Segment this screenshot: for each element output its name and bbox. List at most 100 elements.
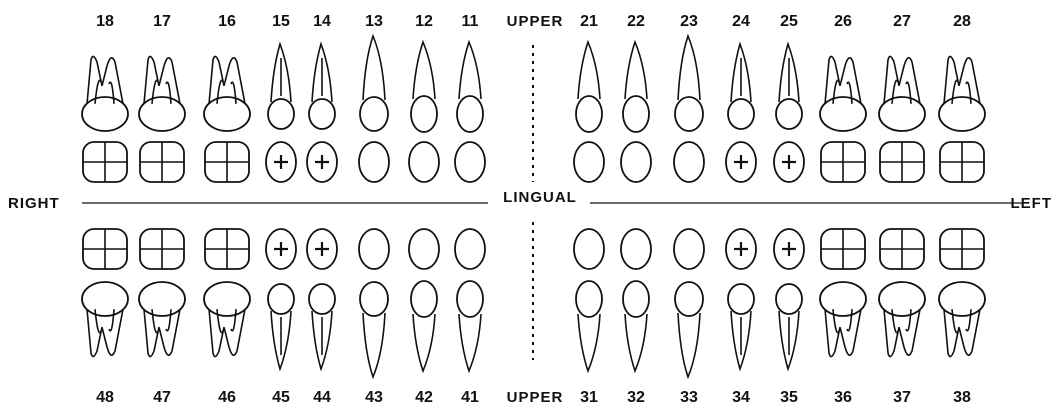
tooth-27-crown <box>878 96 926 132</box>
tooth-37-roots <box>883 309 921 358</box>
tooth-15-root <box>270 41 292 103</box>
tooth-24-root <box>730 41 752 103</box>
tooth-34-root <box>730 310 752 372</box>
tooth-number-36: 36 <box>834 389 852 406</box>
lower-tooth-36: 36 <box>819 228 867 406</box>
lower-tooth-33: 33 <box>673 228 705 406</box>
upper-tooth-14: 14 <box>306 13 338 183</box>
tooth-31-occlusal <box>573 228 605 270</box>
tooth-21-crown <box>575 95 603 133</box>
tooth-47-roots <box>143 309 181 358</box>
upper-tooth-24: 24 <box>725 13 757 183</box>
lower-tooth-31: 31 <box>573 228 605 406</box>
upper-tooth-25: 25 <box>773 13 805 183</box>
tooth-number-41: 41 <box>461 389 479 406</box>
tooth-31-crown <box>575 280 603 318</box>
tooth-14-crown <box>308 98 336 130</box>
tooth-36-root-canals <box>832 309 853 334</box>
tooth-number-24: 24 <box>732 13 750 30</box>
tooth-38-crown <box>938 281 986 317</box>
tooth-number-35: 35 <box>780 389 798 406</box>
lower-tooth-43: 43 <box>358 228 390 406</box>
tooth-32-root <box>624 313 648 374</box>
lingual-label: LINGUAL <box>503 189 577 206</box>
tooth-26-root-canals <box>832 79 853 104</box>
tooth-46-root-canals <box>216 309 237 334</box>
tooth-number-47: 47 <box>153 389 171 406</box>
tooth-33-crown <box>674 281 704 317</box>
tooth-45-root <box>270 310 292 372</box>
upper-label-top: UPPER <box>507 13 564 30</box>
upper-tooth-17: 17 <box>138 13 186 183</box>
tooth-43-crown <box>359 281 389 317</box>
tooth-33-occlusal <box>673 228 705 270</box>
tooth-16-crown <box>203 96 251 132</box>
tooth-31-root <box>577 313 601 374</box>
tooth-35-root <box>778 310 800 372</box>
upper-tooth-27: 27 <box>878 13 926 183</box>
tooth-23-crown <box>674 96 704 132</box>
tooth-number-22: 22 <box>627 13 645 30</box>
tooth-47-crown <box>138 281 186 317</box>
tooth-41-crown <box>456 280 484 318</box>
tooth-11-root <box>458 39 482 100</box>
tooth-28-crown <box>938 96 986 132</box>
tooth-21-occlusal <box>573 141 605 183</box>
tooth-33-root <box>677 312 701 380</box>
tooth-number-32: 32 <box>627 389 645 406</box>
tooth-22-occlusal <box>620 141 652 183</box>
tooth-32-crown <box>622 280 650 318</box>
upper-tooth-28: 28 <box>938 13 986 183</box>
upper-tooth-18: 18 <box>81 13 129 183</box>
tooth-14-root <box>311 41 333 103</box>
tooth-12-crown <box>410 95 438 133</box>
tooth-26-crown <box>819 96 867 132</box>
upper-tooth-22: 22 <box>620 13 652 183</box>
tooth-number-45: 45 <box>272 389 290 406</box>
lower-tooth-37: 37 <box>878 228 926 406</box>
lower-tooth-44: 44 <box>306 228 338 406</box>
tooth-26-roots <box>824 55 862 104</box>
tooth-number-37: 37 <box>893 389 911 406</box>
tooth-number-16: 16 <box>218 13 236 30</box>
tooth-28-root-canals <box>951 79 972 104</box>
tooth-45-crown <box>267 283 295 315</box>
tooth-48-roots <box>86 309 124 358</box>
tooth-16-root-canals <box>216 79 237 104</box>
tooth-42-root <box>412 313 436 374</box>
tooth-42-crown <box>410 280 438 318</box>
tooth-13-occlusal <box>358 141 390 183</box>
tooth-47-root-canals <box>151 309 172 334</box>
tooth-number-43: 43 <box>365 389 383 406</box>
tooth-27-roots <box>883 55 921 104</box>
tooth-number-38: 38 <box>953 389 971 406</box>
tooth-number-48: 48 <box>96 389 114 406</box>
upper-tooth-26: 26 <box>819 13 867 183</box>
tooth-16-roots <box>208 55 246 104</box>
tooth-number-42: 42 <box>415 389 433 406</box>
tooth-43-root <box>362 312 386 380</box>
tooth-25-crown <box>775 98 803 130</box>
tooth-12-occlusal <box>408 141 440 183</box>
tooth-34-crown <box>727 283 755 315</box>
lower-tooth-46: 46 <box>203 228 251 406</box>
tooth-23-root <box>677 33 701 101</box>
tooth-11-crown <box>456 95 484 133</box>
tooth-number-33: 33 <box>680 389 698 406</box>
tooth-25-root <box>778 41 800 103</box>
tooth-number-17: 17 <box>153 13 171 30</box>
tooth-43-occlusal <box>358 228 390 270</box>
tooth-18-crown <box>81 96 129 132</box>
upper-tooth-23: 23 <box>673 13 705 183</box>
upper-tooth-16: 16 <box>203 13 251 183</box>
lower-tooth-34: 34 <box>725 228 757 406</box>
teeth-layer: 18 17 16 15 14 13 12 11 21 22 23 24 25 26 27 28 48 47 46 45… <box>81 13 986 406</box>
tooth-37-crown <box>878 281 926 317</box>
upper-label-bottom: UPPER <box>507 389 564 406</box>
tooth-36-roots <box>824 309 862 358</box>
tooth-22-root <box>624 39 648 100</box>
tooth-number-31: 31 <box>580 389 598 406</box>
tooth-number-34: 34 <box>732 389 750 406</box>
tooth-23-occlusal <box>673 141 705 183</box>
